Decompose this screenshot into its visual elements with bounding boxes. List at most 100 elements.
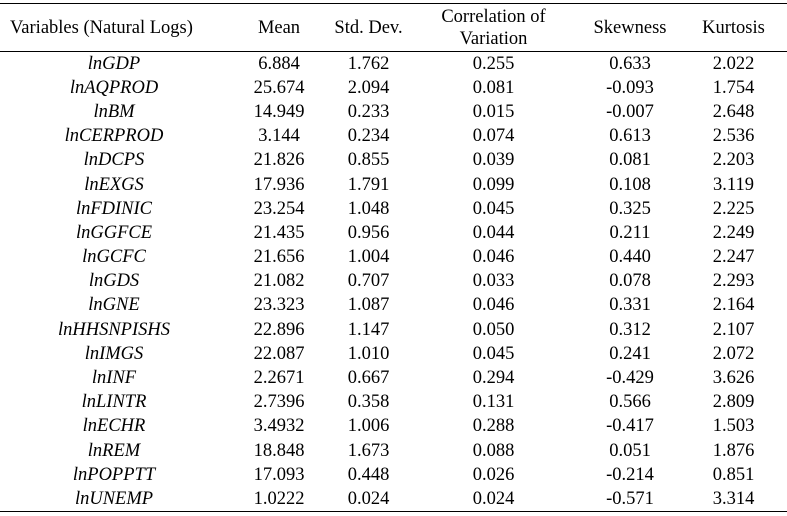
variable-name: lnFDINIC: [75, 198, 153, 219]
table-row: lnIMGS 22.087 1.010 0.045 0.241 2.072: [0, 342, 787, 366]
table-cell: 0.039: [472, 150, 515, 171]
table-cell: 0.051: [609, 440, 651, 461]
table-cell: 0.633: [609, 53, 651, 74]
column-header: Mean: [257, 17, 301, 38]
table-cell: 2.247: [712, 247, 755, 268]
table-row: lnINF 2.2671 0.667 0.294 -0.429 3.626: [0, 366, 787, 390]
table-row: lnFDINIC 23.254 1.048 0.045 0.325 2.225: [0, 197, 787, 221]
table-cell: 0.440: [609, 247, 651, 268]
table-cell: 0.044: [472, 222, 515, 243]
stats-table: Variables (Natural Logs) Mean Std. Dev. Cor…: [0, 3, 787, 512]
table-cell: 0.331: [609, 295, 651, 316]
table-cell: -0.214: [606, 464, 654, 485]
table-cell: 0.045: [472, 343, 515, 364]
table-cell: 1.0222: [253, 488, 305, 509]
table-header: Variables (Natural Logs) Mean Std. Dev. Cor…: [0, 3, 787, 52]
table-cell: -0.007: [606, 101, 654, 122]
table-cell: 0.108: [609, 174, 651, 195]
table-cell: 23.323: [253, 295, 305, 316]
table-cell: 0.045: [472, 198, 515, 219]
table-cell: 1.762: [347, 53, 390, 74]
table-cell: 1.048: [347, 198, 390, 219]
table-cell: 2.809: [712, 392, 755, 413]
table-cell: 17.093: [253, 464, 305, 485]
variable-name: lnGGFCE: [75, 222, 153, 243]
table-cell: 21.826: [253, 150, 305, 171]
table-cell: 0.288: [472, 416, 515, 437]
column-header: Skewness: [593, 17, 667, 38]
variable-name: lnAQPROD: [69, 77, 159, 98]
table-row: lnGCFC 21.656 1.004 0.046 0.440 2.247: [0, 245, 787, 269]
table-cell: 1.791: [347, 174, 390, 195]
table-cell: 1.006: [347, 416, 390, 437]
table-cell: 1.673: [347, 440, 390, 461]
table-cell: 2.249: [712, 222, 755, 243]
table-cell: 0.033: [472, 271, 515, 292]
table-cell: 2.648: [712, 101, 755, 122]
variable-name: lnECHR: [82, 416, 146, 437]
table-cell: 1.503: [712, 416, 755, 437]
table-cell: 3.144: [258, 126, 300, 147]
table-cell: 2.536: [712, 126, 755, 147]
table-cell: 18.848: [253, 440, 305, 461]
table-cell: 0.312: [609, 319, 651, 340]
table-cell: 1.004: [347, 247, 390, 268]
variable-name: lnGNE: [88, 295, 140, 316]
table-cell: 1.147: [347, 319, 390, 340]
table-cell: 0.255: [472, 53, 515, 74]
column-header-text: Correlation of Variation: [441, 6, 546, 49]
variable-name: lnHHSNPISHS: [57, 319, 171, 340]
table-cell: 2.072: [712, 343, 755, 364]
table-cell: 25.674: [253, 77, 305, 98]
variable-name: lnPOPPTT: [72, 464, 156, 485]
table-cell: 1.087: [347, 295, 390, 316]
table-cell: 0.026: [472, 464, 515, 485]
table-cell: 0.024: [472, 488, 515, 509]
table-cell: 3.119: [713, 174, 754, 195]
table-cell: 0.081: [472, 77, 515, 98]
table-cell: 0.211: [609, 222, 651, 243]
table-cell: 0.233: [347, 101, 390, 122]
table-row: lnCERPROD 3.144 0.234 0.074 0.613 2.536: [0, 124, 787, 148]
table-cell: -0.093: [606, 77, 654, 98]
table-cell: 0.015: [472, 101, 515, 122]
table-cell: 2.293: [712, 271, 755, 292]
variable-name: lnGDS: [88, 271, 140, 292]
table-cell: 2.2671: [253, 368, 305, 389]
table-row: lnPOPPTT 17.093 0.448 0.026 -0.214 0.851: [0, 463, 787, 487]
table-cell: 2.094: [347, 77, 390, 98]
table-row: lnUNEMP 1.0222 0.024 0.024 -0.571 3.314: [0, 487, 787, 512]
column-header: Variables (Natural Logs): [10, 17, 193, 38]
table-cell: 0.956: [347, 222, 390, 243]
table-cell: -0.571: [606, 488, 654, 509]
variable-name: lnUNEMP: [74, 488, 154, 509]
table-row: lnGGFCE 21.435 0.956 0.044 0.211 2.249: [0, 221, 787, 245]
table-cell: 21.435: [253, 222, 305, 243]
table-cell: 3.314: [712, 488, 755, 509]
table-row: lnBM 14.949 0.233 0.015 -0.007 2.648: [0, 100, 787, 124]
table-cell: 0.241: [609, 343, 651, 364]
variable-name: lnDCPS: [83, 150, 145, 171]
table-cell: 0.099: [472, 174, 515, 195]
table-row: lnGDS 21.082 0.707 0.033 0.078 2.293: [0, 269, 787, 293]
variable-name: lnIMGS: [84, 343, 144, 364]
table-cell: 2.225: [712, 198, 755, 219]
table-cell: 0.566: [609, 392, 651, 413]
variable-name: lnEXGS: [84, 174, 144, 195]
table-cell: 21.082: [253, 271, 305, 292]
table-cell: 0.358: [347, 392, 390, 413]
variable-name: lnREM: [87, 440, 141, 461]
column-header: Std. Dev.: [334, 17, 403, 38]
table-cell: -0.417: [606, 416, 654, 437]
variable-name: lnGCFC: [82, 247, 146, 268]
variable-name: lnLINTR: [81, 392, 147, 413]
table-cell: 2.164: [712, 295, 755, 316]
table-cell: 0.074: [472, 126, 515, 147]
table-cell: 0.081: [609, 150, 651, 171]
table-row: lnGNE 23.323 1.087 0.046 0.331 2.164: [0, 293, 787, 317]
table-cell: 0.707: [347, 271, 390, 292]
column-header: Correlation of Variation: [407, 4, 580, 52]
table-cell: -0.429: [606, 368, 654, 389]
table-cell: 0.613: [609, 126, 651, 147]
